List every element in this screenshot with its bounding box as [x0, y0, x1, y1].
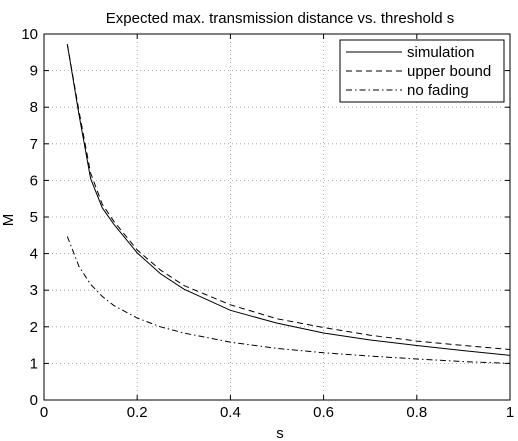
- x-tick-label: 1: [506, 404, 514, 421]
- legend-label: simulation: [407, 44, 475, 61]
- x-tick-label: 0.4: [220, 404, 241, 421]
- axis-ticks: [43, 33, 511, 401]
- y-tick-label: 3: [30, 282, 38, 299]
- y-tick-label: 9: [30, 63, 38, 80]
- y-tick-label: 2: [30, 319, 38, 336]
- y-tick-label: 1: [30, 355, 38, 372]
- y-tick-label: 6: [30, 172, 38, 189]
- series-line-simulation: [66, 44, 511, 356]
- y-tick-label: 5: [30, 209, 38, 226]
- x-tick-label: 0.8: [406, 404, 427, 421]
- x-tick-label: 0.2: [127, 404, 148, 421]
- chart-title: Expected max. transmission distance vs. …: [106, 10, 455, 27]
- y-tick-label: 10: [21, 26, 38, 43]
- legend: simulation upper bound no fading: [339, 39, 505, 103]
- y-tick-label: 8: [30, 99, 38, 116]
- series-line-no-fading: [66, 236, 511, 364]
- legend-label: no fading: [407, 82, 469, 99]
- y-tick-label: 7: [30, 136, 38, 153]
- series-line-upper-bound: [66, 44, 511, 350]
- x-tick-label: 0: [40, 404, 48, 421]
- series-lines: [66, 44, 511, 364]
- y-tick-label: 0: [30, 392, 38, 409]
- y-tick-label: 4: [30, 246, 38, 263]
- y-axis-label: M: [0, 214, 17, 227]
- x-axis-label: s: [276, 425, 284, 441]
- legend-label: upper bound: [407, 63, 491, 80]
- x-tick-label: 0.6: [313, 404, 334, 421]
